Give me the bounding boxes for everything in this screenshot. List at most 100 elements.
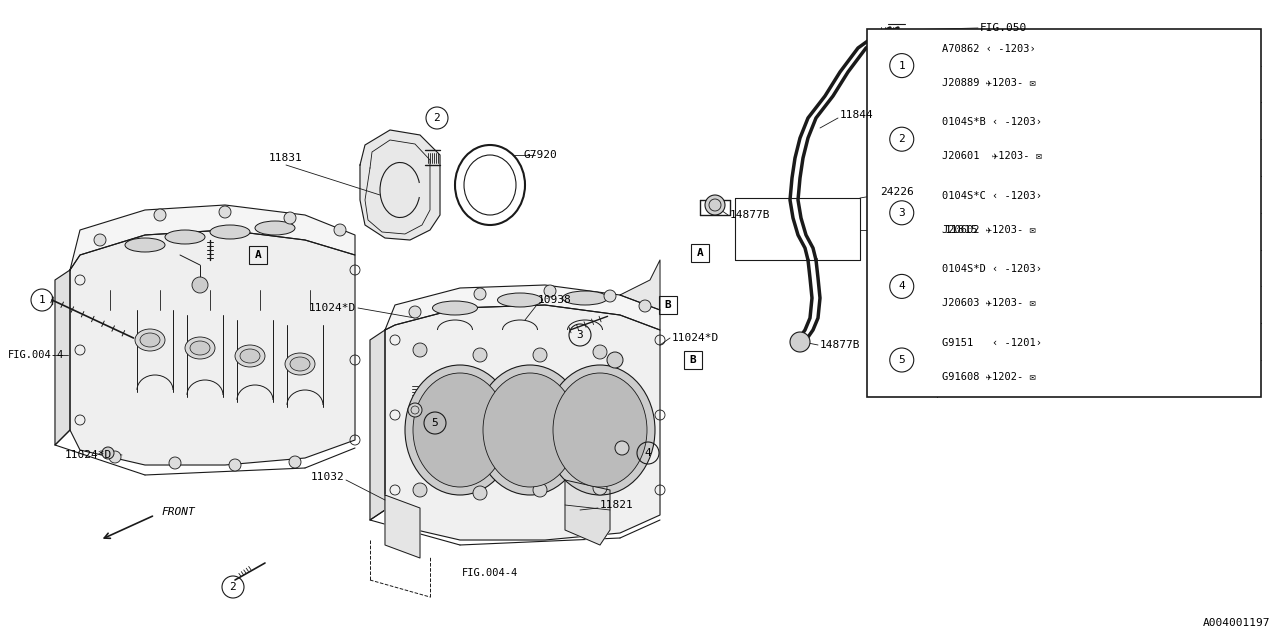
Text: 11032: 11032 <box>310 472 344 482</box>
Text: J20601  ✈1203- ✉: J20601 ✈1203- ✉ <box>942 151 1042 161</box>
Text: 3: 3 <box>899 208 905 218</box>
Circle shape <box>474 348 486 362</box>
Circle shape <box>593 345 607 359</box>
Ellipse shape <box>140 333 160 347</box>
Circle shape <box>544 285 556 297</box>
Circle shape <box>408 403 422 417</box>
Text: G7920: G7920 <box>524 150 557 160</box>
Text: A004001197: A004001197 <box>1202 618 1270 628</box>
Text: 11844: 11844 <box>840 110 874 120</box>
Polygon shape <box>370 330 385 520</box>
Circle shape <box>192 277 207 293</box>
Polygon shape <box>564 480 611 545</box>
Ellipse shape <box>545 365 655 495</box>
Text: 11024*D: 11024*D <box>65 450 113 460</box>
Circle shape <box>532 483 547 497</box>
Ellipse shape <box>498 293 543 307</box>
Circle shape <box>474 288 486 300</box>
Text: 14877B: 14877B <box>730 210 771 220</box>
Text: 2: 2 <box>229 582 237 592</box>
Polygon shape <box>385 285 660 330</box>
Bar <box>659 296 677 314</box>
Text: A: A <box>255 250 261 260</box>
Text: 1: 1 <box>38 295 45 305</box>
Text: 0104S*B ‹ -1203›: 0104S*B ‹ -1203› <box>942 117 1042 127</box>
Ellipse shape <box>291 357 310 371</box>
Bar <box>250 246 268 264</box>
Circle shape <box>474 486 486 500</box>
Ellipse shape <box>413 373 507 487</box>
Polygon shape <box>385 495 420 558</box>
Circle shape <box>334 224 346 236</box>
Text: 0104S*C ‹ -1203›: 0104S*C ‹ -1203› <box>942 191 1042 201</box>
Text: 2: 2 <box>434 113 440 123</box>
Circle shape <box>604 290 616 302</box>
Text: 24226: 24226 <box>881 187 914 197</box>
Polygon shape <box>55 270 70 445</box>
Circle shape <box>219 206 230 218</box>
Ellipse shape <box>433 301 477 315</box>
Circle shape <box>410 306 421 318</box>
Text: G91608 ✈1202- ✉: G91608 ✈1202- ✉ <box>942 372 1036 382</box>
Ellipse shape <box>475 365 585 495</box>
Text: 4: 4 <box>899 282 905 291</box>
Polygon shape <box>620 260 660 310</box>
Text: FIG.004-4: FIG.004-4 <box>462 568 518 578</box>
Ellipse shape <box>404 365 515 495</box>
Circle shape <box>413 343 428 357</box>
Ellipse shape <box>189 341 210 355</box>
Ellipse shape <box>236 345 265 367</box>
Polygon shape <box>385 305 660 540</box>
Text: J20603 ✈1203- ✉: J20603 ✈1203- ✉ <box>942 298 1036 308</box>
Ellipse shape <box>134 329 165 351</box>
Text: 10938: 10938 <box>538 295 572 305</box>
Text: 0104S*D ‹ -1203›: 0104S*D ‹ -1203› <box>942 264 1042 275</box>
Text: FIG.004-4: FIG.004-4 <box>8 350 64 360</box>
Text: B: B <box>690 355 696 365</box>
Circle shape <box>154 209 166 221</box>
Circle shape <box>109 451 122 463</box>
Bar <box>691 244 709 262</box>
Ellipse shape <box>553 373 646 487</box>
Ellipse shape <box>210 225 250 239</box>
Bar <box>684 351 701 369</box>
Ellipse shape <box>483 373 577 487</box>
Text: FRONT: FRONT <box>163 507 196 517</box>
Text: 11821: 11821 <box>600 500 634 510</box>
Circle shape <box>705 195 724 215</box>
Bar <box>867 29 1261 397</box>
Text: 2: 2 <box>899 134 905 144</box>
Ellipse shape <box>186 337 215 359</box>
Ellipse shape <box>562 291 608 305</box>
Ellipse shape <box>255 221 294 235</box>
Circle shape <box>790 332 810 352</box>
Circle shape <box>614 441 628 455</box>
Text: 14877B: 14877B <box>820 340 860 350</box>
Polygon shape <box>360 130 440 240</box>
Text: J20889 ✈1203- ✉: J20889 ✈1203- ✉ <box>942 77 1036 88</box>
Circle shape <box>607 352 623 368</box>
Circle shape <box>93 234 106 246</box>
Circle shape <box>639 300 652 312</box>
Text: 1: 1 <box>899 61 905 70</box>
Ellipse shape <box>125 238 165 252</box>
Text: A70862 ‹ -1203›: A70862 ‹ -1203› <box>942 44 1036 54</box>
Ellipse shape <box>285 353 315 375</box>
Circle shape <box>413 483 428 497</box>
Text: 11024*D: 11024*D <box>672 333 719 343</box>
Circle shape <box>102 447 114 459</box>
Circle shape <box>532 348 547 362</box>
Text: 4: 4 <box>645 448 652 458</box>
Circle shape <box>284 212 296 224</box>
Circle shape <box>289 456 301 468</box>
Text: 11815: 11815 <box>945 225 979 235</box>
Ellipse shape <box>241 349 260 363</box>
Text: B: B <box>664 300 672 310</box>
Ellipse shape <box>165 230 205 244</box>
Ellipse shape <box>454 145 525 225</box>
Text: A: A <box>696 248 704 258</box>
Text: 3: 3 <box>576 330 584 340</box>
Circle shape <box>229 459 241 471</box>
Text: G9151   ‹ -1201›: G9151 ‹ -1201› <box>942 338 1042 348</box>
Polygon shape <box>70 230 355 465</box>
